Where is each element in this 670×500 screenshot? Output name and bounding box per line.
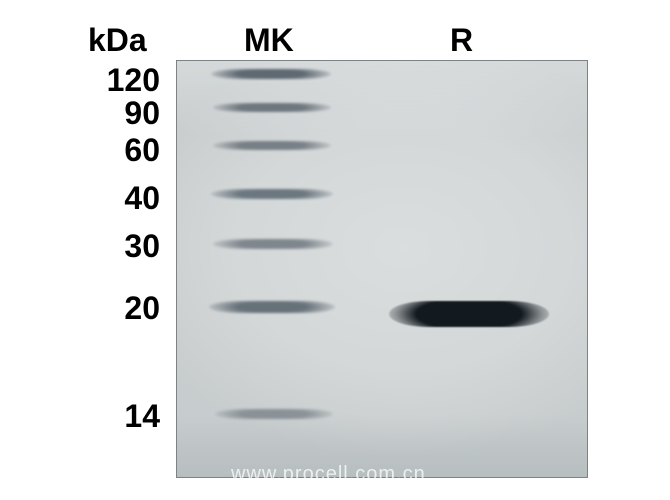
gel-image: www.procell.com.cn xyxy=(176,60,588,478)
tick-label: 60 xyxy=(0,132,160,169)
tick-label: 90 xyxy=(0,95,160,132)
marker-band xyxy=(209,301,335,313)
watermark-text: www.procell.com.cn xyxy=(231,463,426,486)
marker-band xyxy=(215,409,333,419)
marker-band xyxy=(213,239,333,249)
marker-band xyxy=(213,141,331,150)
lane-label-mk: MK xyxy=(244,22,294,59)
sample-band-r xyxy=(389,301,549,327)
tick-label: 120 xyxy=(0,62,160,99)
marker-band xyxy=(211,189,333,199)
lane-label-r: R xyxy=(450,22,473,59)
marker-band xyxy=(211,69,331,79)
tick-label: 30 xyxy=(0,228,160,265)
tick-label: 14 xyxy=(0,398,160,435)
axis-unit-label: kDa xyxy=(88,22,147,59)
tick-label: 20 xyxy=(0,290,160,327)
gel-figure: kDa 1209060 40 30 20 14 MK R www.procell.com… xyxy=(0,0,670,500)
marker-band xyxy=(213,103,331,112)
tick-label: 40 xyxy=(0,180,160,217)
